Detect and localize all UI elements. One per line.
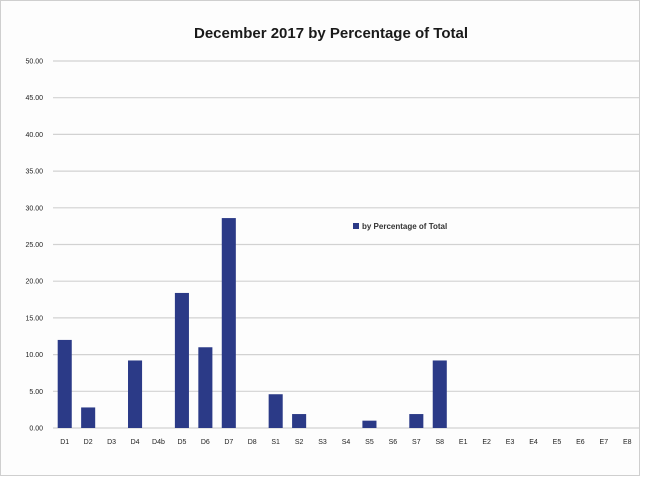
x-tick-label: D6 xyxy=(201,439,210,446)
x-tick-label: S8 xyxy=(435,439,444,446)
legend: by Percentage of Total xyxy=(353,222,447,231)
bar-d7 xyxy=(221,218,236,428)
y-tick-label: 20.00 xyxy=(25,279,43,286)
bar-chart: December 2017 by Percentage of Total 0.0… xyxy=(25,25,639,446)
x-tick-label: D1 xyxy=(60,439,69,446)
x-tick-label: D5 xyxy=(177,439,186,446)
x-tick-label: E2 xyxy=(482,439,491,446)
x-tick-label: S2 xyxy=(295,439,304,446)
bar-d1 xyxy=(57,339,72,428)
x-tick-label: E4 xyxy=(529,439,538,446)
bar-s1 xyxy=(268,394,283,428)
x-tick-label: S5 xyxy=(365,439,374,446)
legend-swatch xyxy=(353,223,359,229)
x-tick-label: S1 xyxy=(271,439,280,446)
chart-title: December 2017 by Percentage of Total xyxy=(194,25,468,42)
bar-d2 xyxy=(81,407,96,428)
x-tick-label: S3 xyxy=(318,439,327,446)
y-tick-label: 0.00 xyxy=(29,426,43,433)
x-tick-label: E7 xyxy=(600,439,609,446)
bar-s8 xyxy=(432,360,447,428)
x-tick-label: E5 xyxy=(553,439,562,446)
bar-s7 xyxy=(409,414,424,428)
x-axis-ticks: D1 D2 D3 D4 D4b D5 D6 D7 D8 S1 S2 S3 S4 S5 S6 S7 S8 E1 E2 E… xyxy=(60,439,631,446)
bar-d6 xyxy=(198,347,213,428)
x-tick-label: D3 xyxy=(107,439,116,446)
bar-d4 xyxy=(128,360,143,428)
gridlines xyxy=(53,60,639,429)
y-tick-label: 15.00 xyxy=(25,315,43,322)
x-tick-label: E3 xyxy=(506,439,515,446)
y-tick-label: 5.00 xyxy=(29,389,43,396)
bar-s2 xyxy=(292,414,307,428)
x-tick-label: D4 xyxy=(131,439,140,446)
x-tick-label: E1 xyxy=(459,439,468,446)
x-tick-label: D7 xyxy=(224,439,233,446)
y-tick-label: 50.00 xyxy=(25,59,43,66)
y-tick-label: 30.00 xyxy=(25,205,43,212)
y-axis-ticks: 0.00 5.00 10.00 15.00 20.00 25.00 30.00 35.00 40… xyxy=(25,59,43,433)
x-tick-label: S7 xyxy=(412,439,421,446)
legend-label: by Percentage of Total xyxy=(362,222,447,231)
x-tick-label: E6 xyxy=(576,439,585,446)
x-tick-label: S6 xyxy=(389,439,398,446)
x-tick-label: E8 xyxy=(623,439,632,446)
chart-frame: December 2017 by Percentage of Total 0.0… xyxy=(0,0,640,476)
bars xyxy=(57,218,447,428)
x-tick-label: S4 xyxy=(342,439,351,446)
x-tick-label: D2 xyxy=(84,439,93,446)
y-tick-label: 25.00 xyxy=(25,242,43,249)
bar-d5 xyxy=(174,292,189,428)
x-tick-label: D8 xyxy=(248,439,257,446)
y-tick-label: 45.00 xyxy=(25,95,43,102)
y-tick-label: 35.00 xyxy=(25,169,43,176)
y-tick-label: 40.00 xyxy=(25,132,43,139)
bar-s5 xyxy=(362,420,377,428)
x-tick-label: D4b xyxy=(152,439,165,446)
y-tick-label: 10.00 xyxy=(25,352,43,359)
